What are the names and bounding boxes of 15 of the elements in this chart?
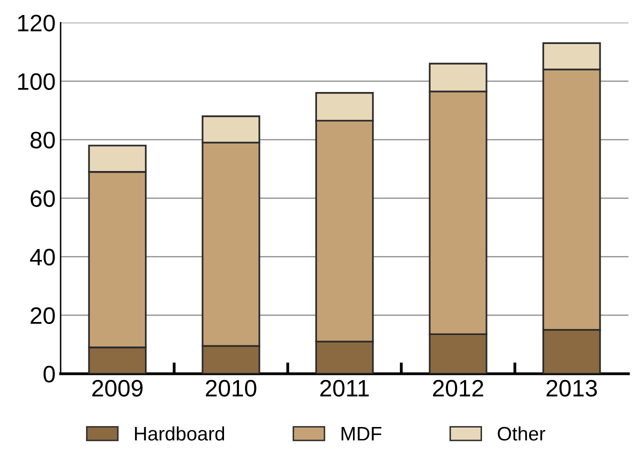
x-tick-label: 2009 [92,380,143,397]
y-tick-label: 0 [44,366,55,383]
x-tick-label: 2013 [546,380,597,397]
y-tick-label: 40 [30,248,55,266]
x-tick-label: 2011 [320,380,369,397]
x-tick-label: 2010 [206,380,256,397]
legend-label: MDF [342,427,382,440]
y-tick-label: 80 [30,132,55,148]
y-tick-label: 20 [30,307,55,324]
legend-label: Hardboard [135,426,224,441]
y-tick-label: 100 [18,73,55,90]
y-tick-label: 120 [18,14,55,32]
y-tick-label: 60 [30,190,55,207]
legend-label: Other [498,426,546,441]
x-tick-label: 2012 [433,380,484,397]
